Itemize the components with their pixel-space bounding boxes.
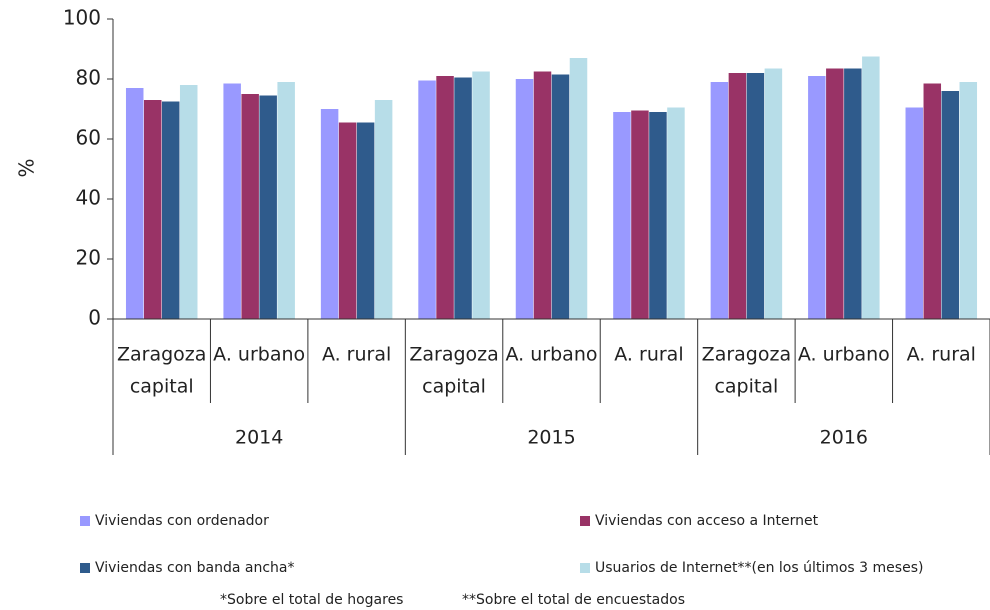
- x-tick-label: capital: [422, 376, 486, 398]
- legend-label: Viviendas con acceso a Internet: [595, 513, 819, 529]
- bar: [667, 107, 685, 319]
- group-label: 2014: [235, 427, 283, 449]
- bar: [923, 83, 942, 319]
- bar: [533, 71, 552, 319]
- bar: [356, 122, 375, 319]
- bar: [320, 109, 339, 319]
- legend-swatch: [80, 516, 90, 526]
- y-tick-label: 20: [76, 246, 101, 270]
- legend-swatch: [80, 563, 90, 573]
- legend-label: Usuarios de Internet**(en los últimos 3 …: [595, 560, 923, 576]
- bar: [143, 100, 162, 319]
- bar: [746, 73, 765, 319]
- bar: [941, 91, 960, 319]
- x-tick-label: A. rural: [322, 344, 391, 366]
- bar: [161, 101, 180, 319]
- bar: [862, 56, 880, 319]
- bar: [905, 107, 924, 319]
- bar: [418, 80, 436, 319]
- x-tick-label: A. urbano: [213, 344, 305, 366]
- x-tick-label: Zaragoza: [117, 344, 206, 366]
- bar: [649, 112, 667, 319]
- bar: [338, 122, 357, 319]
- group-label: 2015: [527, 427, 575, 449]
- y-tick-label: 100: [63, 6, 101, 30]
- legend-swatch: [580, 516, 590, 526]
- bar: [710, 82, 729, 319]
- bar: [808, 76, 826, 319]
- x-tick-label: A. rural: [614, 344, 683, 366]
- bar: [179, 85, 198, 319]
- bar: [515, 79, 534, 319]
- bar: [241, 94, 259, 319]
- y-tick-label: 40: [76, 186, 101, 210]
- bar: [472, 71, 490, 319]
- bar: [277, 82, 295, 319]
- legend-label: Viviendas con ordenador: [95, 513, 269, 529]
- bar: [569, 58, 588, 319]
- x-tick-label: A. rural: [907, 344, 976, 366]
- x-tick-label: A. urbano: [798, 344, 890, 366]
- x-tick-label: Zaragoza: [702, 344, 791, 366]
- x-tick-label: capital: [714, 376, 778, 398]
- bar: [631, 110, 649, 319]
- x-tick-label: Zaragoza: [409, 344, 498, 366]
- footnote: **Sobre el total de encuestados: [462, 592, 685, 608]
- bar: [844, 68, 862, 319]
- bar: [125, 88, 144, 319]
- footnote: *Sobre el total de hogares: [220, 592, 403, 608]
- legend-swatch: [580, 563, 590, 573]
- bar: [551, 74, 570, 319]
- bar: [374, 100, 393, 319]
- x-tick-label: capital: [130, 376, 194, 398]
- group-label: 2016: [820, 427, 868, 449]
- bar: [259, 95, 277, 319]
- bar: [826, 68, 844, 319]
- bar: [223, 83, 241, 319]
- bar: [613, 112, 631, 319]
- bar: [764, 68, 783, 319]
- bar: [436, 76, 454, 319]
- bar: [959, 82, 978, 319]
- y-tick-label: 0: [88, 306, 101, 330]
- y-tick-label: 80: [76, 66, 101, 90]
- x-tick-label: A. urbano: [506, 344, 598, 366]
- bar: [728, 73, 747, 319]
- y-tick-label: 60: [76, 126, 101, 150]
- y-axis-label: %: [15, 158, 39, 177]
- bar: [454, 77, 472, 319]
- legend-label: Viviendas con banda ancha*: [95, 560, 294, 576]
